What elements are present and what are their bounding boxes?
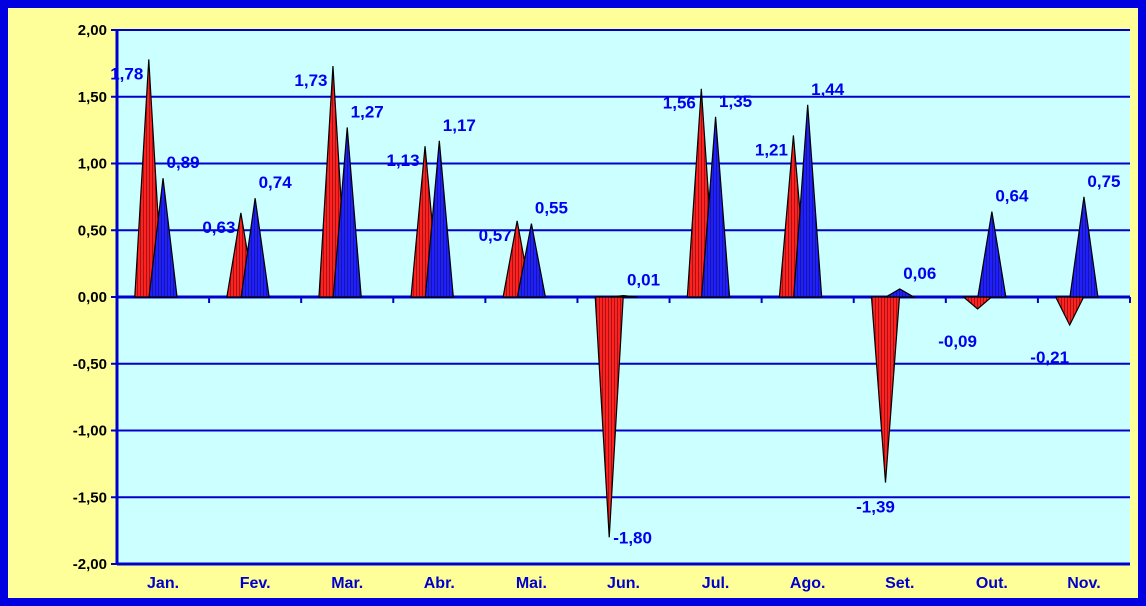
series-1-data-label: 0,57: [479, 226, 512, 245]
series-1-data-label: -0,09: [938, 332, 977, 351]
chart-frame: 2,00 1,50 1,00 0,50 0,00 -0,50 -1,00 -1,50 -2,00…: [8, 8, 1138, 598]
y-tick-label: 2,00: [78, 22, 107, 39]
series-1-data-label: -1,80: [613, 528, 652, 547]
y-tick-label: 0,00: [78, 289, 107, 306]
y-tick-label: -2,00: [73, 556, 107, 573]
series-1-data-label: 1,73: [294, 71, 327, 90]
series-2-peak: [977, 211, 1007, 298]
x-tick-label: Abr.: [424, 575, 455, 592]
series-2-data-label: 0,55: [535, 199, 568, 218]
series-2-peak: [148, 178, 178, 298]
series-1-data-label: 1,21: [755, 140, 788, 159]
series-2-peak: [793, 104, 823, 298]
y-tick-label: -0,50: [73, 356, 107, 373]
series-2-peak: [1069, 196, 1099, 298]
series-2-peak: [516, 223, 547, 298]
x-tick-label: Fev.: [240, 575, 271, 592]
x-tick-label: Ago.: [790, 575, 826, 592]
x-tick-label: Mar.: [331, 575, 363, 592]
series-1-peak: [594, 296, 624, 538]
series-2-peak: [240, 198, 270, 298]
series-2-data-label: 0,06: [903, 264, 936, 283]
series-2-data-label: 0,75: [1087, 172, 1120, 191]
series-1-data-label: 0,63: [202, 218, 235, 237]
series-2-data-label: 0,01: [627, 271, 660, 290]
series-2-peak: [700, 116, 731, 298]
series-2-data-label: 1,27: [351, 102, 384, 121]
series-2-peak: [883, 288, 917, 298]
y-tick-label: 0,50: [78, 222, 107, 239]
series-2-data-label: 0,89: [166, 153, 199, 172]
plot-area: 2,00 1,50 1,00 0,50 0,00 -0,50 -1,00 -1,50 -2,00…: [73, 22, 1131, 592]
series-2-peak: [332, 127, 362, 298]
x-tick-label: Set.: [885, 575, 914, 592]
y-tick-label: 1,00: [78, 156, 107, 173]
y-tick-label: 1,50: [78, 89, 107, 106]
x-tick-label: Nov.: [1067, 575, 1100, 592]
series-2-peak: [424, 140, 454, 298]
x-tick-label: Mai.: [516, 575, 547, 592]
series-2-data-label: 0,64: [995, 187, 1029, 206]
x-tick-label: Jul.: [702, 575, 730, 592]
series-1-data-label: -1,39: [856, 498, 895, 517]
x-tick-label: Out.: [976, 575, 1008, 592]
x-tick-label: Jan.: [147, 575, 179, 592]
series-2-data-label: 1,35: [719, 92, 752, 111]
series-1-data-label: -0,21: [1030, 348, 1069, 367]
series-2-peak: [609, 295, 638, 298]
area-peak-chart: 2,00 1,50 1,00 0,50 0,00 -0,50 -1,00 -1,50 -2,00…: [73, 22, 1131, 592]
series-1-data-label: 1,13: [386, 151, 419, 170]
y-tick-label: -1,00: [73, 423, 107, 440]
y-tick-label: -1,50: [73, 489, 107, 506]
series-2-data-label: 1,17: [443, 116, 476, 135]
series-2-data-label: 0,74: [259, 173, 293, 192]
series-1-data-label: 1,78: [110, 64, 143, 83]
series-2-data-label: 1,44: [811, 80, 845, 99]
series-1-data-label: 1,56: [663, 94, 696, 113]
x-tick-label: Jun.: [607, 575, 640, 592]
